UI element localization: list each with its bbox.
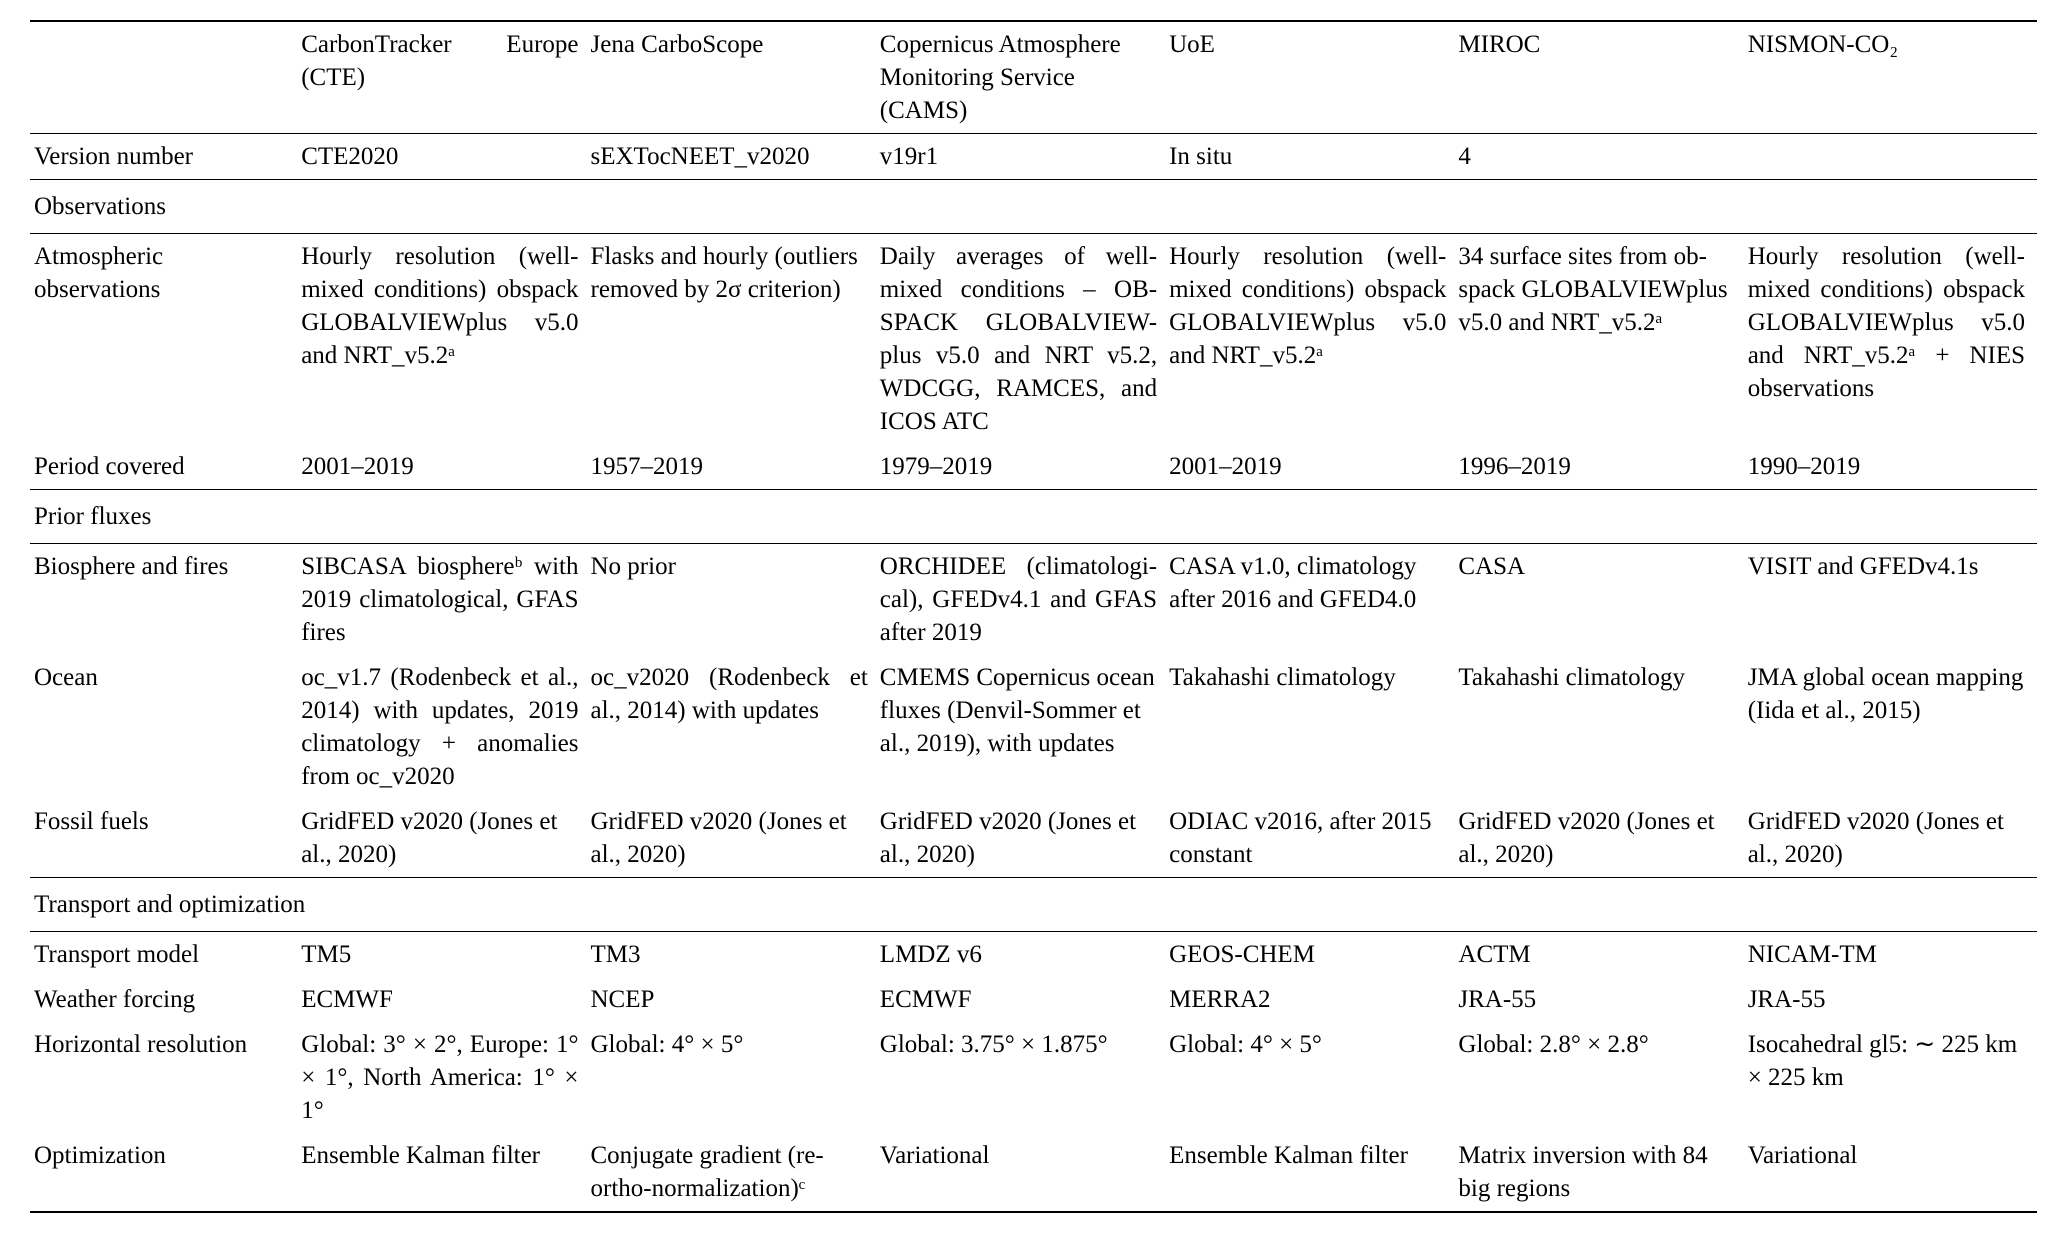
cell-ocean-c5: Takahashi climatology xyxy=(1458,655,1747,799)
section-transport: Transport and optimization xyxy=(30,878,2037,932)
cell-hres-c1: Global: 3° × 2°, Europe: 1° × 1°, North … xyxy=(301,1022,590,1133)
cell-weather-c3: ECMWF xyxy=(880,977,1169,1022)
section-label-observations: Observations xyxy=(30,180,2037,234)
cell-fossil-c2: GridFED v2020 (Jones et al., 2020) xyxy=(591,799,880,878)
label-ocean: Ocean xyxy=(30,655,301,799)
label-atm-obs: Atmospheric observations xyxy=(30,234,301,445)
row-hres: Horizontal resolution Global: 3° × 2°, E… xyxy=(30,1022,2037,1133)
cell-weather-c5: JRA-55 xyxy=(1458,977,1747,1022)
row-version: Version number CTE2020 sEXTocNEET_v2020 … xyxy=(30,134,2037,180)
cell-opt-c1: Ensemble Kalman filter xyxy=(301,1133,590,1212)
row-transport-model: Transport model TM5 TM3 LMDZ v6 GEOS-CHE… xyxy=(30,932,2037,978)
row-optimization: Optimization Ensemble Kalman filter Conj… xyxy=(30,1133,2037,1212)
cell-bio-c5: CASA xyxy=(1458,544,1747,656)
cell-fossil-c6: GridFED v2020 (Jones et al., 2020) xyxy=(1748,799,2037,878)
cell-bio-c4: CASA v1.0, climatology after 2016 and GF… xyxy=(1169,544,1458,656)
cell-fossil-c3: GridFED v2020 (Jones et al., 2020) xyxy=(880,799,1169,878)
cell-transport-c1: TM5 xyxy=(301,932,590,978)
cell-fossil-c4: ODIAC v2016, after 2015 constant xyxy=(1169,799,1458,878)
cell-weather-c4: MERRA2 xyxy=(1169,977,1458,1022)
cell-atm-obs-c6: Hourly resolution (well-mixed conditions… xyxy=(1748,234,2037,445)
cell-version-c6 xyxy=(1748,134,2037,180)
section-label-transport: Transport and optimization xyxy=(30,878,2037,932)
label-hres: Horizontal resolution xyxy=(30,1022,301,1133)
cell-opt-c2: Conjugate gradient (re-ortho-normalizati… xyxy=(591,1133,880,1212)
cell-atm-obs-c2: Flasks and hourly (outliers removed by 2… xyxy=(591,234,880,445)
cell-ocean-c2: oc_v2020 (Rodenbeck et al., 2014) with u… xyxy=(591,655,880,799)
label-transport: Transport model xyxy=(30,932,301,978)
cell-period-c1: 2001–2019 xyxy=(301,444,590,490)
row-biosphere: Biosphere and fires SIBCASA biosphereᵇ w… xyxy=(30,544,2037,656)
cell-period-c4: 2001–2019 xyxy=(1169,444,1458,490)
cell-version-c5: 4 xyxy=(1458,134,1747,180)
cell-hres-c6: Isocahedral gl5: ∼ 225 km × 225 km xyxy=(1748,1022,2037,1133)
cell-hres-c2: Global: 4° × 5° xyxy=(591,1022,880,1133)
header-row: CarbonTracker Europe (CTE) Jena CarboSco… xyxy=(30,21,2037,134)
cell-bio-c1: SIBCASA biosphereᵇ with 2019 climatologi… xyxy=(301,544,590,656)
cell-bio-c6: VISIT and GFEDv4.1s xyxy=(1748,544,2037,656)
section-prior-fluxes: Prior fluxes xyxy=(30,490,2037,544)
label-biosphere: Biosphere and fires xyxy=(30,544,301,656)
cell-atm-obs-c1: Hourly resolution (well-mixed conditions… xyxy=(301,234,590,445)
cell-ocean-c1: oc_v1.7 (Rodenbeck et al., 2014) with up… xyxy=(301,655,590,799)
cell-atm-obs-c5: 34 surface sites from ob-spack GLOBALVIE… xyxy=(1458,234,1747,445)
cell-atm-obs-c3: Daily averages of well-mixed conditions … xyxy=(880,234,1169,445)
cell-weather-c6: JRA-55 xyxy=(1748,977,2037,1022)
cell-transport-c4: GEOS-CHEM xyxy=(1169,932,1458,978)
cell-bio-c3: ORCHIDEE (climatologi-cal), GFEDv4.1 and… xyxy=(880,544,1169,656)
cell-ocean-c3: CMEMS Copernicus ocean fluxes (Denvil-So… xyxy=(880,655,1169,799)
cell-atm-obs-c4: Hourly resolution (well-mixed conditions… xyxy=(1169,234,1458,445)
cell-period-c6: 1990–2019 xyxy=(1748,444,2037,490)
row-period: Period covered 2001–2019 1957–2019 1979–… xyxy=(30,444,2037,490)
label-weather: Weather forcing xyxy=(30,977,301,1022)
comparison-table: CarbonTracker Europe (CTE) Jena CarboSco… xyxy=(30,20,2037,1213)
cell-opt-c3: Variational xyxy=(880,1133,1169,1212)
label-opt: Optimization xyxy=(30,1133,301,1212)
cell-transport-c6: NICAM-TM xyxy=(1748,932,2037,978)
cell-bio-c2: No prior xyxy=(591,544,880,656)
col-header-jena: Jena CarboScope xyxy=(591,21,880,134)
cell-version-c2: sEXTocNEET_v2020 xyxy=(591,134,880,180)
col-header-miroc: MIROC xyxy=(1458,21,1747,134)
cell-version-c4: In situ xyxy=(1169,134,1458,180)
cell-hres-c3: Global: 3.75° × 1.875° xyxy=(880,1022,1169,1133)
cell-period-c3: 1979–2019 xyxy=(880,444,1169,490)
cell-version-c1: CTE2020 xyxy=(301,134,590,180)
row-ocean: Ocean oc_v1.7 (Rodenbeck et al., 2014) w… xyxy=(30,655,2037,799)
cell-period-c5: 1996–2019 xyxy=(1458,444,1747,490)
cell-hres-c4: Global: 4° × 5° xyxy=(1169,1022,1458,1133)
row-weather: Weather forcing ECMWF NCEP ECMWF MERRA2 … xyxy=(30,977,2037,1022)
header-blank xyxy=(30,21,301,134)
row-fossil: Fossil fuels GridFED v2020 (Jones et al.… xyxy=(30,799,2037,878)
cell-transport-c5: ACTM xyxy=(1458,932,1747,978)
section-observations: Observations xyxy=(30,180,2037,234)
cell-transport-c2: TM3 xyxy=(591,932,880,978)
section-label-prior: Prior fluxes xyxy=(30,490,2037,544)
cell-transport-c3: LMDZ v6 xyxy=(880,932,1169,978)
label-period: Period covered xyxy=(30,444,301,490)
cell-ocean-c6: JMA global ocean mapping (Iida et al., 2… xyxy=(1748,655,2037,799)
cell-weather-c1: ECMWF xyxy=(301,977,590,1022)
col-header-uoe: UoE xyxy=(1169,21,1458,134)
label-version: Version number xyxy=(30,134,301,180)
cell-version-c3: v19r1 xyxy=(880,134,1169,180)
cell-fossil-c5: GridFED v2020 (Jones et al., 2020) xyxy=(1458,799,1747,878)
cell-hres-c5: Global: 2.8° × 2.8° xyxy=(1458,1022,1747,1133)
cell-weather-c2: NCEP xyxy=(591,977,880,1022)
cell-opt-c6: Variational xyxy=(1748,1133,2037,1212)
col-header-cte: CarbonTracker Europe (CTE) xyxy=(301,21,590,134)
col-header-cams: Copernicus Atmosphere Monitoring Service… xyxy=(880,21,1169,134)
table-container: CarbonTracker Europe (CTE) Jena CarboSco… xyxy=(0,0,2067,1233)
col-header-nismon: NISMON-CO₂ xyxy=(1748,21,2037,134)
cell-opt-c4: Ensemble Kalman filter xyxy=(1169,1133,1458,1212)
label-fossil: Fossil fuels xyxy=(30,799,301,878)
cell-ocean-c4: Takahashi climatology xyxy=(1169,655,1458,799)
cell-fossil-c1: GridFED v2020 (Jones et al., 2020) xyxy=(301,799,590,878)
row-atm-obs: Atmospheric observations Hourly resoluti… xyxy=(30,234,2037,445)
cell-period-c2: 1957–2019 xyxy=(591,444,880,490)
cell-opt-c5: Matrix inversion with 84 big regions xyxy=(1458,1133,1747,1212)
